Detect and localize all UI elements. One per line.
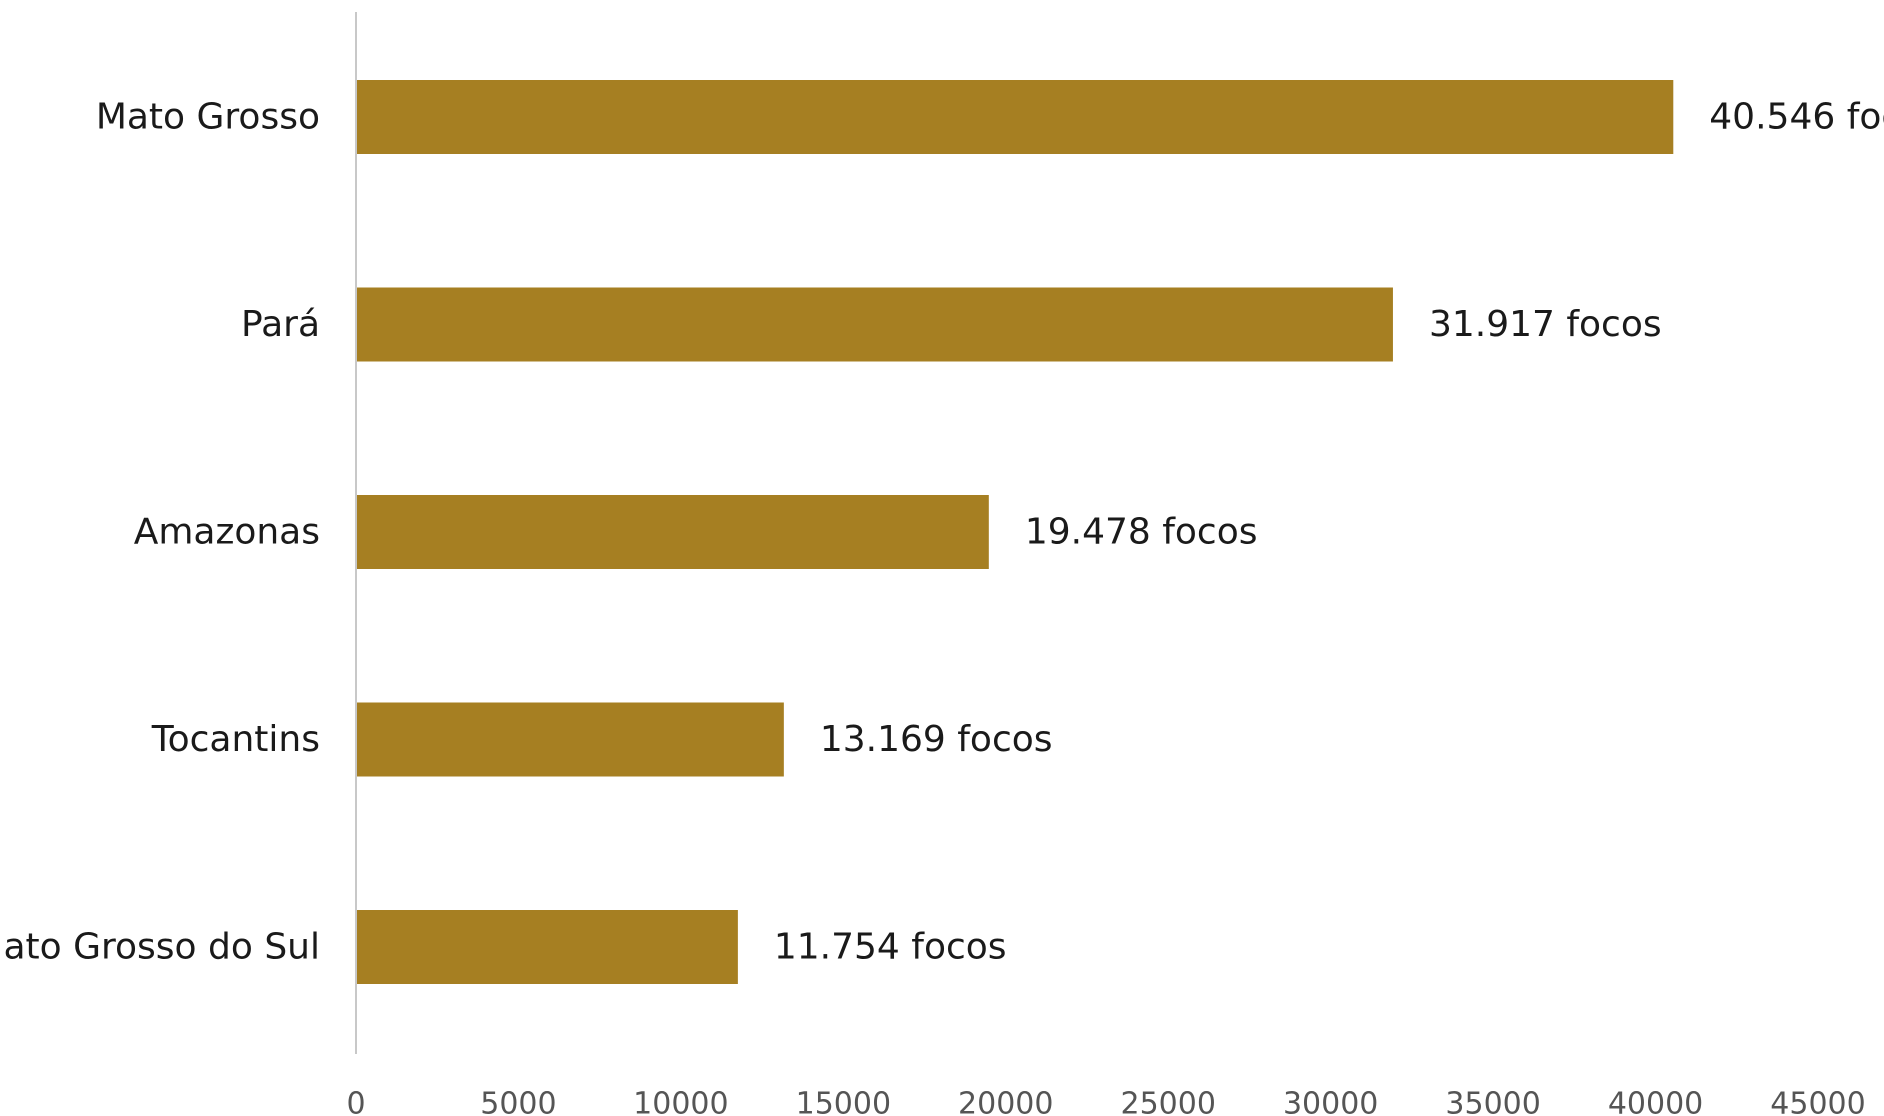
data-label: 11.754 focos	[774, 927, 1007, 968]
x-tick-label: 0	[346, 1087, 365, 1116]
category-label: Mato Grosso do Sul	[0, 927, 320, 968]
x-axis-ticks: 0 5000 10000 15000 20000 25000 30000 35000 40000…	[346, 1087, 1865, 1116]
bar-4	[356, 910, 738, 984]
x-tick-label: 15000	[796, 1087, 891, 1116]
data-label: 40.546 focos	[1709, 97, 1884, 138]
category-label: Mato Grosso	[96, 97, 320, 138]
x-tick-label: 30000	[1283, 1087, 1378, 1116]
category-label: Amazonas	[134, 512, 320, 553]
x-tick-label: 5000	[480, 1087, 556, 1116]
category-label: Tocantins	[151, 719, 320, 760]
labels-layer: Mato Grosso 40.546 focos Pará 31.917 focos A…	[0, 97, 1884, 968]
category-label: Pará	[241, 304, 320, 345]
bar-0	[356, 80, 1674, 154]
bar-2	[356, 495, 989, 569]
x-tick-label: 20000	[958, 1087, 1053, 1116]
data-label: 13.169 focos	[820, 719, 1053, 760]
bar-3	[356, 702, 784, 777]
x-tick-label: 10000	[633, 1087, 728, 1116]
bars-layer	[356, 80, 1674, 984]
bar-1	[356, 287, 1393, 362]
x-tick-label: 35000	[1445, 1087, 1540, 1116]
data-label: 19.478 focos	[1025, 512, 1258, 553]
x-tick-label: 40000	[1608, 1087, 1703, 1116]
data-label: 31.917 focos	[1429, 304, 1662, 345]
x-tick-label: 45000	[1770, 1087, 1865, 1116]
x-tick-label: 25000	[1121, 1087, 1216, 1116]
